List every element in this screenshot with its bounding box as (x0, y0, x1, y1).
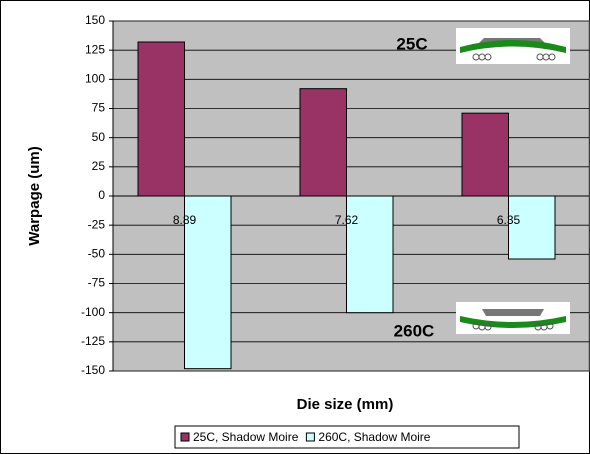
x-tick-label: 6.35 (497, 213, 521, 227)
y-tick-label: 25 (92, 159, 106, 173)
bar (184, 195, 232, 370)
annotation: 260C (394, 321, 435, 340)
package-icon (456, 302, 570, 334)
legend-label: 25C, Shadow Moire (193, 430, 299, 444)
legend-swatch (180, 432, 190, 442)
package-icon (456, 28, 570, 64)
y-axis-title: Warpage (um) (26, 146, 43, 245)
y-tick-label: -125 (81, 334, 105, 348)
y-tick-label: 150 (85, 13, 105, 27)
legend-label: 260C, Shadow Moire (318, 430, 430, 444)
y-tick-label: -75 (88, 276, 106, 290)
y-tick-label: 125 (85, 42, 105, 56)
y-tick-label: -150 (81, 363, 105, 377)
y-tick-label: 75 (92, 101, 106, 115)
bar (508, 195, 556, 260)
annotation: 25C (396, 34, 427, 53)
y-tick-label: 100 (85, 72, 105, 86)
x-tick-label: 7.62 (335, 213, 359, 227)
bar (461, 112, 509, 197)
legend (174, 425, 520, 449)
bar (346, 195, 394, 314)
y-tick-label: -25 (88, 217, 106, 231)
bar (137, 41, 185, 197)
x-tick-label: 8.89 (173, 213, 197, 227)
legend-swatch (305, 432, 315, 442)
y-tick-label: 0 (98, 188, 105, 202)
y-tick-label: 50 (92, 130, 106, 144)
y-tick-label: -50 (88, 247, 106, 261)
bar (299, 88, 347, 197)
x-axis-title: Die size (mm) (297, 396, 394, 413)
y-tick-label: -100 (81, 305, 105, 319)
